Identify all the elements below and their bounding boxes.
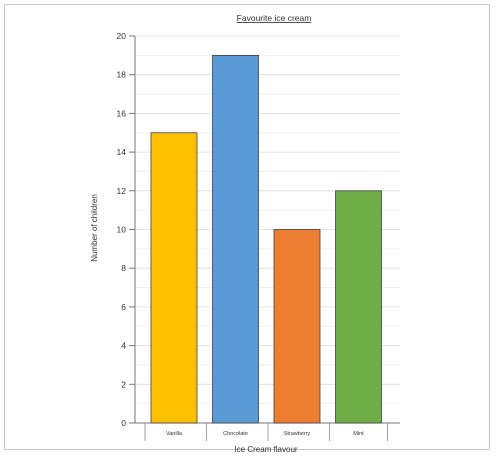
y-tick-label: 12	[117, 186, 127, 196]
bar-vanilla	[150, 132, 198, 424]
x-axis-label: Ice Cream flavour	[234, 445, 297, 454]
bars	[150, 54, 382, 424]
y-tick-label: 0	[121, 418, 126, 428]
bar-strawberry	[273, 229, 321, 424]
y-tick-label: 4	[121, 341, 126, 351]
y-tick-label: 16	[117, 108, 127, 118]
bar-chocolate	[212, 54, 259, 424]
y-axis-label: Number of children	[90, 194, 99, 262]
y-tick-label: 6	[121, 302, 126, 312]
labels: Favourite ice cream Ice Cream flavour Nu…	[90, 13, 364, 454]
x-tick-label: Chocolate	[223, 431, 248, 437]
bar-mint	[335, 190, 382, 424]
y-tick-label: 2	[121, 379, 126, 389]
chart-title: Favourite ice cream	[237, 13, 312, 23]
x-tick-label: Vanilla	[166, 431, 183, 437]
x-tick-label: Mint	[353, 431, 364, 437]
y-tick-label: 8	[121, 263, 126, 273]
y-tick-label: 14	[117, 147, 127, 157]
x-tick-label: Strawberry	[284, 431, 311, 437]
y-tick-label: 18	[117, 70, 127, 80]
y-tick-label: 10	[117, 225, 127, 235]
y-tick-label: 20	[117, 31, 127, 41]
